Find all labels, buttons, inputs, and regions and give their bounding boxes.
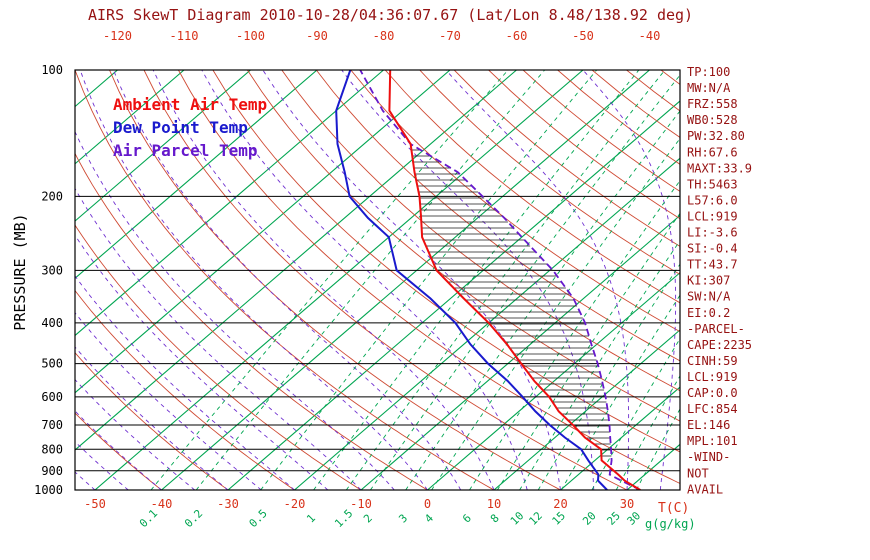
mixing-ratio-tick-label: 2: [361, 512, 375, 526]
stats-line: EI:0.2: [687, 306, 730, 320]
stats-line: FRZ:558: [687, 97, 738, 111]
top-temp-tick-label: -50: [572, 29, 594, 43]
mixing-ratio-tick-label: 0.2: [182, 507, 205, 530]
stats-line: KI:307: [687, 274, 730, 288]
stats-line: TP:100: [687, 65, 730, 79]
mixing-ratio-tick-label: 20: [580, 509, 599, 528]
mixing-ratio-tick-label: 30: [625, 509, 644, 528]
bottom-temp-tick-label: -50: [84, 497, 106, 511]
temp-unit-label: T(C): [658, 501, 689, 516]
pressure-tick-label: 700: [41, 418, 63, 432]
stats-line: MW:N/A: [687, 81, 731, 95]
bottom-temp-tick-label: -40: [151, 497, 173, 511]
stats-line: PW:32.80: [687, 129, 745, 143]
stats-line: SI:-0.4: [687, 242, 738, 256]
pressure-tick-label: 100: [41, 63, 63, 77]
bottom-temp-tick-label: -20: [284, 497, 306, 511]
top-temp-tick-label: -40: [639, 29, 661, 43]
stats-line: AVAIL: [687, 482, 723, 496]
chart-title: AIRS SkewT Diagram 2010-10-28/04:36:07.6…: [88, 6, 693, 24]
stats-panel: TP:100 MW:N/A FRZ:558 WB0:528 PW:32.80 RH:67.…: [687, 65, 752, 496]
mixing-ratio-tick-label: 0.5: [247, 507, 270, 530]
stats-line: CAP:0.0: [687, 386, 738, 400]
bottom-temp-tick-label: 30: [620, 497, 634, 511]
pressure-tick-label: 900: [41, 464, 63, 478]
mixing-ratio-tick-label: 1: [304, 512, 318, 526]
mixing-ratio-tick-label: 6: [460, 512, 474, 526]
stats-line: CAPE:2235: [687, 338, 752, 352]
mixing-ratio-tick-label: 12: [526, 509, 545, 528]
plot-frame: [74, 69, 681, 491]
pressure-tick-label: 200: [41, 189, 63, 203]
stats-line: LI:-3.6: [687, 226, 738, 240]
stats-line: SW:N/A: [687, 290, 731, 304]
stats-line: CINH:59: [687, 354, 738, 368]
mixing-ratio-tick-label: 10: [508, 509, 527, 528]
mixing-ratio-tick-label: 4: [422, 511, 436, 525]
cape-hatch-area: [411, 149, 612, 457]
bottom-temp-tick-label: -10: [350, 497, 372, 511]
stats-line: MAXT:33.9: [687, 161, 752, 175]
stats-line: RH:67.6: [687, 145, 738, 159]
top-temp-tick-label: -120: [103, 29, 132, 43]
pressure-tick-label: 800: [41, 442, 63, 456]
legend-air-parcel: Air Parcel Temp: [113, 141, 258, 160]
pressure-tick-label: 300: [41, 263, 63, 277]
stats-line: LCL:919: [687, 209, 738, 223]
stats-line: EL:146: [687, 418, 730, 432]
stats-line: LCL:919: [687, 370, 738, 384]
air-parcel-temp-curve: [359, 70, 641, 490]
stats-line: TT:43.7: [687, 258, 738, 272]
pressure-tick-label: 500: [41, 357, 63, 371]
ambient-air-temp-curve: [388, 70, 641, 490]
stats-line: L57:6.0: [687, 193, 738, 207]
pressure-axis-label: PRESSURE (MB): [11, 213, 29, 330]
stats-line: LFC:854: [687, 402, 738, 416]
top-temp-tick-label: -80: [373, 29, 395, 43]
top-temp-tick-label: -110: [170, 29, 199, 43]
stats-line: -PARCEL-: [687, 322, 745, 336]
top-temp-tick-label: -60: [506, 29, 528, 43]
pressure-tick-label: 400: [41, 316, 63, 330]
mixing-ratio-tick-label: 15: [550, 509, 569, 528]
dry-adiabat-gridlines: [75, 70, 680, 490]
top-temp-tick-label: -90: [306, 29, 328, 43]
stats-line: NOT: [687, 466, 709, 480]
mixing-ratio-tick-label: 25: [604, 509, 623, 528]
stats-line: WB0:528: [687, 113, 738, 127]
top-temp-tick-label: -100: [236, 29, 265, 43]
bottom-temp-tick-label: -30: [217, 497, 239, 511]
stats-line: MPL:101: [687, 434, 738, 448]
mixing-ratio-gridlines: [150, 70, 680, 490]
stats-line: TH:5463: [687, 177, 738, 191]
legend-ambient-temp: Ambient Air Temp: [113, 95, 267, 114]
mixing-ratio-tick-label: 3: [396, 512, 410, 526]
bottom-temp-tick-label: 0: [424, 497, 431, 511]
sounding-curves: [335, 70, 641, 490]
pressure-tick-label: 600: [41, 390, 63, 404]
dew-point-temp-curve: [335, 70, 608, 490]
legend-dew-point: Dew Point Temp: [113, 118, 248, 137]
stats-line: -WIND-: [687, 450, 730, 464]
bottom-temp-tick-label: 10: [487, 497, 501, 511]
mixing-unit-label: g(g/kg): [645, 517, 696, 531]
pressure-tick-label: 1000: [34, 483, 63, 497]
bottom-temp-tick-label: 20: [553, 497, 567, 511]
top-temp-tick-label: -70: [439, 29, 461, 43]
mixing-ratio-tick-label: 8: [488, 512, 502, 526]
